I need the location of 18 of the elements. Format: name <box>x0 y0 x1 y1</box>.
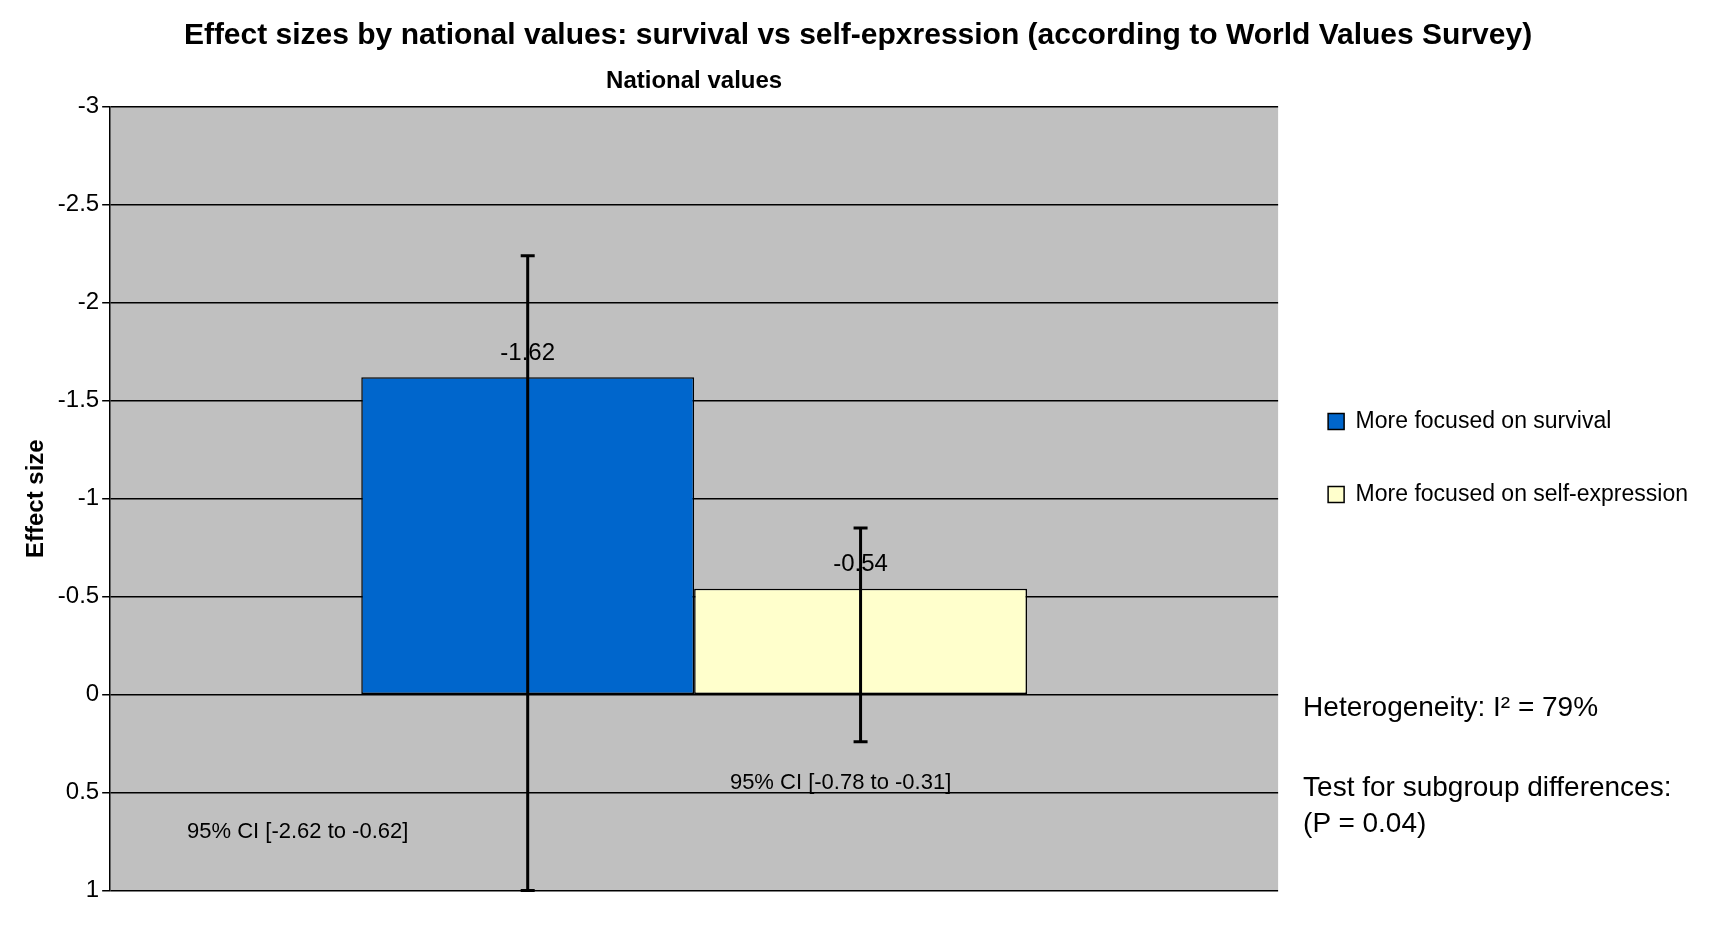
y-tick-label: -0.5 <box>57 581 100 609</box>
y-tick-label: 0 <box>85 679 100 707</box>
legend-label: More focused on survival <box>1355 406 1612 433</box>
legend-label: More focused on self-expression <box>1355 479 1688 506</box>
y-tick-label: -1.5 <box>57 385 100 413</box>
y-tick-label: -2.5 <box>57 189 100 217</box>
x-tick-label: National values <box>606 66 783 94</box>
annotation: 95% CI [-2.62 to -0.62] <box>187 817 409 843</box>
chart-title: Effect sizes by national values: survival vs self-epxression (according to World Values Survey) <box>183 17 1533 51</box>
y-tick-label: -1 <box>77 483 100 511</box>
y-tick-label: 0.5 <box>65 777 100 805</box>
y-tick-label: -3 <box>77 91 100 119</box>
annotation: 95% CI [-0.78 to -0.31] <box>729 768 952 794</box>
text: Heterogeneity: I² = 79% <box>1303 691 1599 723</box>
y-axis-title: Effect size <box>21 439 49 559</box>
y-tick-label: -2 <box>77 287 100 315</box>
y-tick-label: 1 <box>85 875 100 903</box>
text: Test for subgroup differences: (P = 0.04) <box>1303 771 1672 839</box>
